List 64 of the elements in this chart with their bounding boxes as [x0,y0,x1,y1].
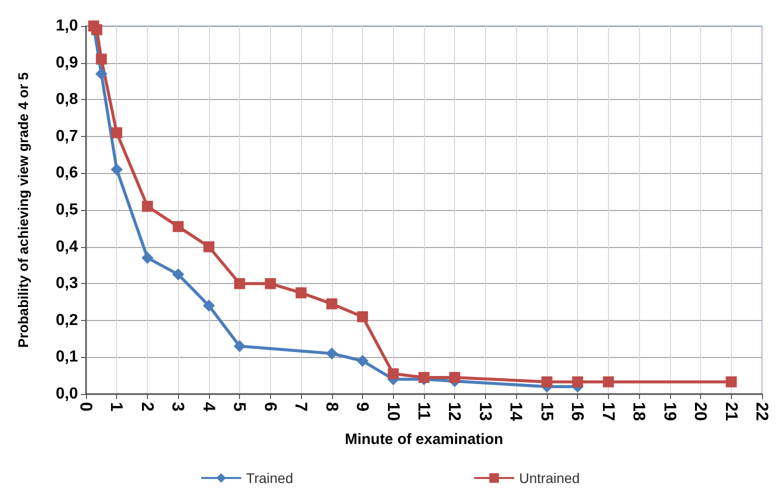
y-tick-label: 0,8 [56,91,78,108]
y-tick-label: 0,7 [56,128,78,145]
point [602,376,614,388]
x-tick-label: 15 [537,402,556,421]
x-tick-label: 12 [445,402,464,421]
point [234,278,246,290]
point [172,268,184,280]
x-tick-label: 9 [353,402,372,412]
point [141,252,154,264]
y-tick-label: 0,9 [56,54,78,72]
point [96,54,107,65]
point [172,221,184,232]
x-tick-label: 1 [107,402,126,412]
x-axis-title: Minute of examination [344,431,504,448]
legend-label: Untrained [519,470,580,486]
x-tick-label: 17 [598,402,618,421]
x-tick-label: 10 [384,402,403,421]
point [326,348,338,360]
point [91,24,102,36]
point [296,287,307,298]
x-tick-label: 20 [691,402,710,421]
y-tick-label: 0,4 [56,238,78,256]
y-tick-label: 1,0 [56,18,78,34]
point [142,200,153,212]
point [726,376,737,388]
legend-label: Trained [246,470,294,486]
point [203,241,214,252]
point [356,354,369,367]
point [234,340,246,352]
y-tick-label: 0,5 [56,202,78,218]
point [541,376,552,388]
point [357,311,368,322]
y-tick-label: 0,1 [56,348,78,366]
x-tick-label: 7 [292,402,311,412]
x-tick-label: 21 [722,402,741,421]
point [111,127,122,138]
x-tick-label: 3 [168,402,188,412]
x-tick-label: 22 [752,402,772,421]
y-tick-label: 0,0 [56,386,78,402]
x-tick-label: 18 [630,402,649,421]
point [418,372,430,383]
point [449,372,460,383]
x-tick-label: 5 [230,402,250,412]
y-tick-label: 0,3 [56,275,78,292]
point [95,68,108,80]
x-tick-label: 11 [414,402,434,420]
point [388,368,399,380]
point [202,300,215,312]
x-tick-label: 13 [476,402,495,421]
x-tick-label: 2 [138,402,157,412]
x-tick-label: 6 [260,402,280,412]
point [110,164,123,176]
x-tick-label: 16 [568,402,588,421]
x-tick-label: 19 [660,402,680,421]
y-tick-label: 0,6 [56,164,78,182]
x-tick-label: 4 [199,402,218,412]
x-tick-label: 0 [76,402,96,412]
point [264,278,276,290]
x-tick-label: 14 [506,402,526,422]
point [572,376,584,388]
y-tick-label: 0,2 [56,312,78,329]
y-axis-title: Probability of achieving view grade 4 or 5 [15,72,31,348]
x-tick-label: 8 [322,402,342,412]
point [326,298,338,310]
